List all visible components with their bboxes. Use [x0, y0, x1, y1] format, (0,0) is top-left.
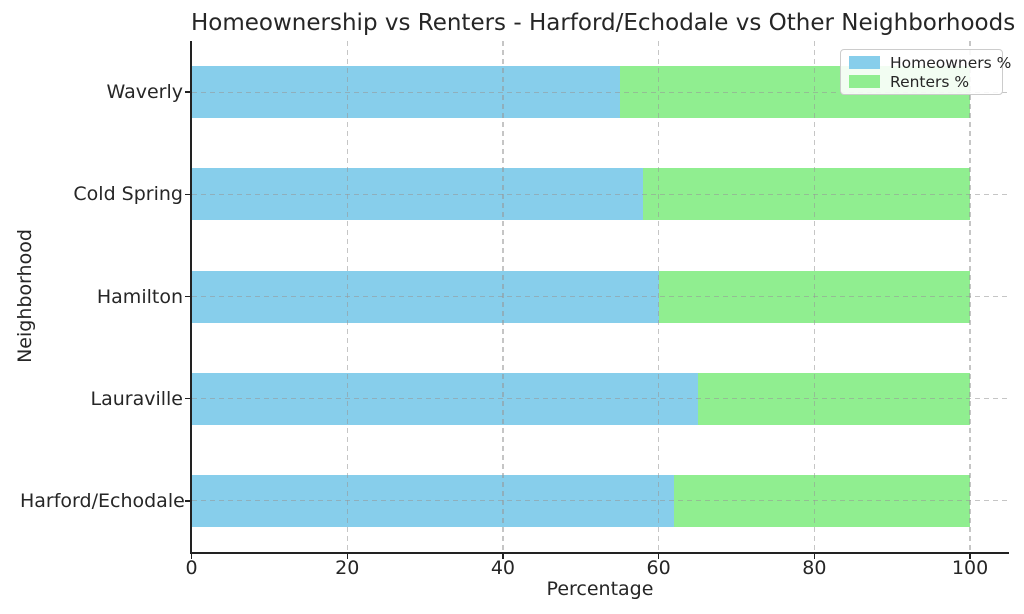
x-tick-label-80: 80 — [802, 557, 827, 579]
x-tick-60 — [657, 553, 660, 559]
y-tick-0 — [185, 91, 191, 93]
y-tick-3 — [185, 398, 191, 400]
legend-item-1: Renters % — [849, 72, 994, 91]
x-tick-label-20: 20 — [335, 557, 360, 579]
chart-title: Homeownership vs Renters - Harford/Echod… — [191, 10, 1016, 36]
plot-area — [191, 41, 1009, 552]
y-tick-4 — [185, 500, 191, 502]
gridline-horizontal-1 — [191, 193, 1009, 195]
x-tick-100 — [969, 553, 971, 559]
gridline-horizontal-2 — [191, 295, 1009, 298]
gridline-horizontal-0 — [191, 91, 1009, 93]
y-tick-1 — [185, 193, 191, 195]
gridline-horizontal-3 — [191, 398, 1009, 400]
y-tick-label-0: Waverly — [106, 81, 183, 104]
x-tick-0 — [190, 553, 193, 559]
x-tick-20 — [346, 553, 348, 559]
legend-item-0: Homeowners % — [849, 54, 1011, 72]
gridline-horizontal-4 — [191, 500, 1009, 502]
y-tick-label-3: Lauraville — [90, 387, 184, 410]
x-axis-spine — [190, 552, 1009, 554]
y-tick-label-1: Cold Spring — [73, 183, 183, 206]
legend-swatch-icon — [849, 56, 880, 69]
y-tick-2 — [185, 295, 191, 298]
x-tick-label-40: 40 — [490, 557, 516, 579]
x-tick-80 — [813, 553, 816, 559]
legend-label: Renters % — [890, 72, 970, 91]
x-axis-label: Percentage — [546, 578, 654, 600]
x-tick-40 — [502, 553, 504, 559]
x-tick-label-100: 100 — [951, 557, 989, 579]
legend-swatch-icon — [849, 75, 880, 88]
x-tick-label-60: 60 — [646, 557, 671, 579]
y-tick-label-4: Harford/Echodale — [20, 489, 185, 512]
y-axis-spine — [190, 41, 192, 554]
x-tick-label-0: 0 — [185, 557, 198, 579]
y-tick-label-2: Hamilton — [96, 285, 183, 308]
legend-label: Homeowners % — [890, 53, 1012, 72]
legend: Homeowners % Renters % — [840, 49, 1011, 95]
